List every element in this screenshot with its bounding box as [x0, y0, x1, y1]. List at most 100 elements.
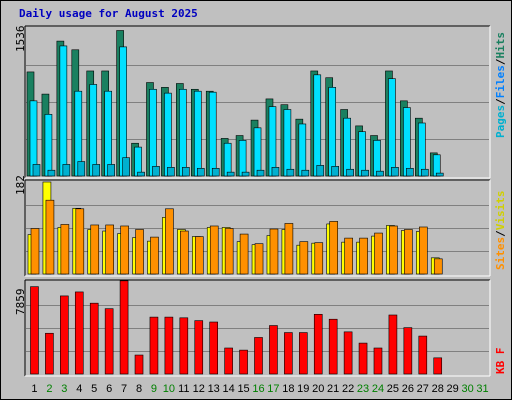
bar-kbytes-16 [254, 337, 263, 375]
bar-pages-10 [167, 167, 175, 177]
bar-files-8 [134, 146, 142, 177]
day-label-8: 8 [136, 383, 142, 395]
bar-files-14 [223, 142, 232, 177]
bar-kbytes-23 [358, 342, 368, 375]
bar-pages-22 [346, 168, 354, 177]
bar-pages-15 [241, 171, 250, 177]
bar-kbytes-2 [45, 332, 54, 375]
bar-sites-13 [209, 225, 219, 275]
bar-pages-25 [391, 167, 399, 177]
bar-files-6 [104, 90, 112, 177]
day-label-7: 7 [121, 383, 127, 395]
bar-files-9 [149, 88, 157, 177]
bar-pages-17 [271, 167, 280, 177]
bar-kbytes-21 [328, 318, 338, 375]
day-label-10: 10 [163, 383, 175, 395]
bar-kbytes-24 [373, 347, 383, 375]
bar-pages-13 [211, 167, 220, 177]
bar-sites-15 [239, 233, 249, 275]
bar-sites-8 [135, 229, 144, 275]
bar-pages-9 [152, 166, 160, 177]
bar-sites-18 [284, 223, 294, 275]
bar-files-10 [164, 92, 172, 177]
bar-sites-12 [194, 236, 204, 275]
bar-pages-7 [122, 157, 130, 177]
bar-files-16 [253, 127, 262, 177]
day-label-25: 25 [387, 383, 399, 395]
bar-kbytes-18 [284, 332, 293, 375]
day-label-21: 21 [327, 383, 339, 395]
bar-sites-6 [105, 224, 114, 275]
day-label-4: 4 [76, 383, 82, 395]
bar-kbytes-8 [134, 354, 144, 375]
bar-pages-14 [226, 171, 235, 177]
bar-pages-1 [32, 164, 41, 177]
bar-files-13 [208, 91, 217, 177]
day-label-29: 29 [447, 383, 459, 395]
bar-pages-27 [421, 168, 429, 177]
bar-pages-26 [406, 167, 414, 177]
bar-files-5 [89, 84, 98, 177]
bar-kbytes-19 [299, 332, 308, 375]
bar-pages-3 [62, 164, 71, 177]
bar-kbytes-4 [74, 291, 84, 375]
chart-title: Daily usage for August 2025 [19, 7, 198, 20]
bar-files-2 [44, 114, 53, 177]
bar-kbytes-6 [104, 308, 114, 375]
bar-kbytes-12 [194, 320, 204, 375]
bar-kbytes-20 [313, 313, 323, 375]
bar-kbytes-7 [119, 280, 129, 375]
bar-kbytes-25 [388, 314, 398, 375]
bar-pages-8 [137, 171, 145, 177]
day-label-5: 5 [91, 383, 97, 395]
day-label-17: 17 [267, 383, 279, 395]
bar-pages-16 [256, 169, 265, 177]
bar-pages-24 [376, 170, 384, 177]
bar-files-26 [403, 107, 411, 177]
day-label-13: 13 [208, 383, 220, 395]
bar-kbytes-28 [433, 357, 443, 375]
bar-pages-19 [301, 169, 310, 177]
day-label-12: 12 [193, 383, 205, 395]
bar-pages-18 [286, 168, 295, 177]
day-label-30: 30 [461, 383, 473, 395]
day-label-1: 1 [31, 383, 37, 395]
bar-sites-25 [389, 225, 398, 275]
bar-files-20 [313, 74, 322, 177]
bar-files-19 [298, 123, 307, 177]
bar-sites-24 [374, 232, 383, 275]
bar-files-7 [119, 46, 127, 177]
bar-files-23 [358, 131, 366, 177]
bar-sites-3 [60, 224, 70, 275]
bar-files-18 [283, 109, 292, 177]
bar-sites-2 [45, 199, 55, 275]
bar-pages-5 [92, 164, 101, 177]
bar-kbytes-10 [164, 316, 174, 375]
bar-pages-20 [316, 165, 325, 177]
bar-sites-7 [120, 225, 129, 275]
day-label-18: 18 [282, 383, 294, 395]
day-label-3: 3 [61, 383, 67, 395]
day-label-20: 20 [312, 383, 324, 395]
bar-pages-28 [435, 172, 444, 177]
bar-sites-23 [359, 237, 368, 275]
day-label-9: 9 [151, 383, 157, 395]
bar-files-12 [193, 90, 202, 177]
bar-sites-5 [90, 224, 100, 275]
bar-files-3 [59, 45, 68, 177]
bar-files-25 [388, 78, 396, 177]
bar-pages-11 [182, 167, 190, 177]
bar-kbytes-5 [89, 302, 99, 375]
day-label-23: 23 [357, 383, 369, 395]
bar-pages-12 [196, 167, 205, 177]
day-label-2: 2 [46, 383, 52, 395]
bar-pages-21 [331, 166, 340, 177]
day-label-28: 28 [432, 383, 444, 395]
day-label-11: 11 [178, 383, 189, 395]
bar-kbytes-1 [30, 286, 39, 375]
bar-sites-19 [299, 241, 309, 275]
day-label-15: 15 [237, 383, 249, 395]
day-label-24: 24 [372, 383, 384, 395]
day-label-6: 6 [106, 383, 112, 395]
bar-kbytes-17 [269, 325, 278, 375]
